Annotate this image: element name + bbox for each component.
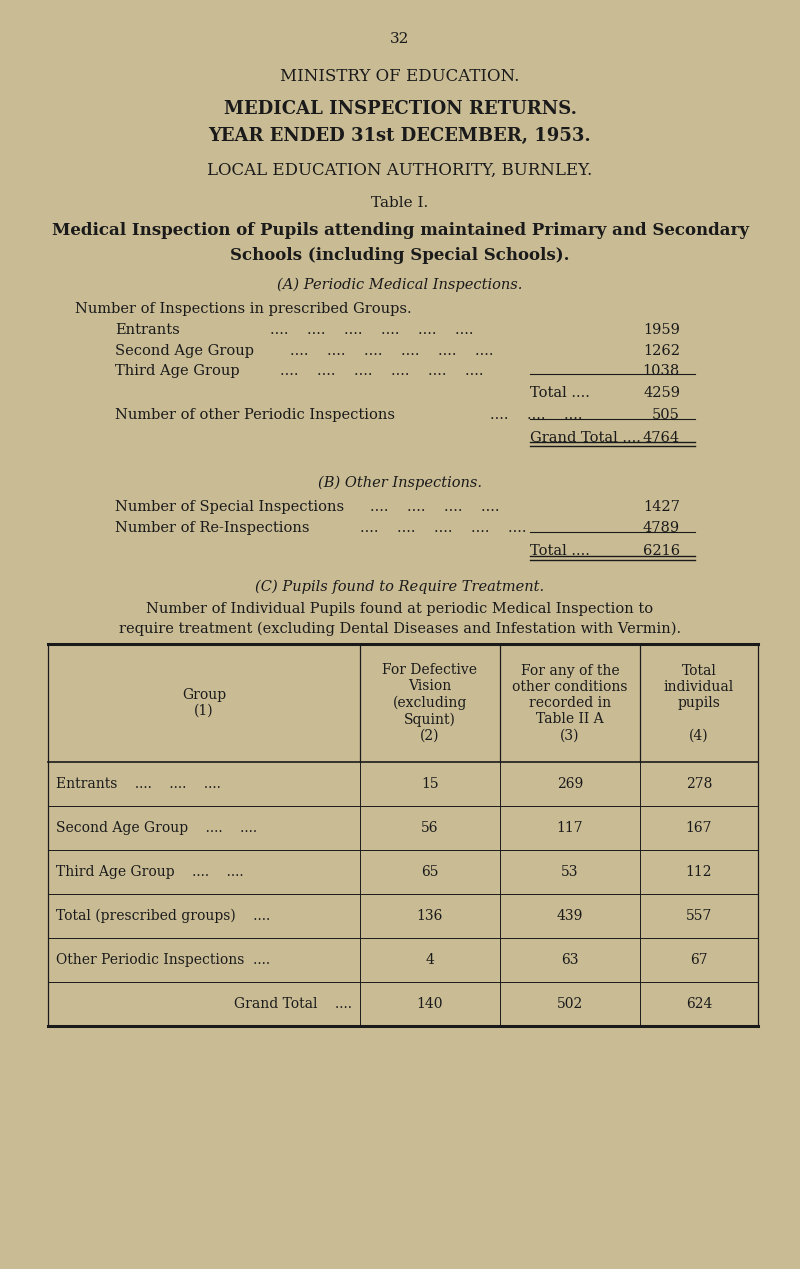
Text: Grand Total ....: Grand Total .... <box>530 431 641 445</box>
Text: 112: 112 <box>686 865 712 879</box>
Text: LOCAL EDUCATION AUTHORITY, BURNLEY.: LOCAL EDUCATION AUTHORITY, BURNLEY. <box>207 162 593 179</box>
Text: Other Periodic Inspections  ....: Other Periodic Inspections .... <box>56 953 270 967</box>
Text: Table I.: Table I. <box>371 195 429 209</box>
Text: 167: 167 <box>686 821 712 835</box>
Text: Number of Re-Inspections: Number of Re-Inspections <box>115 522 310 536</box>
Text: Number of Special Inspections: Number of Special Inspections <box>115 500 344 514</box>
Text: ....    ....    ....    ....: .... .... .... .... <box>370 500 499 514</box>
Text: Second Age Group    ....    ....: Second Age Group .... .... <box>56 821 257 835</box>
Text: For any of the
other conditions
recorded in
Table II A
(3): For any of the other conditions recorded… <box>512 664 628 742</box>
Text: 4: 4 <box>426 953 434 967</box>
Text: ....    ....    ....    ....    ....    ....: .... .... .... .... .... .... <box>290 344 494 358</box>
Text: Number of Individual Pupils found at periodic Medical Inspection to: Number of Individual Pupils found at per… <box>146 602 654 615</box>
Text: 6216: 6216 <box>643 544 680 558</box>
Text: Entrants: Entrants <box>115 324 180 338</box>
Text: 4259: 4259 <box>643 386 680 400</box>
Text: (C) Pupils found to Require Treatment.: (C) Pupils found to Require Treatment. <box>255 580 545 594</box>
Text: 1038: 1038 <box>642 364 680 378</box>
Text: Entrants    ....    ....    ....: Entrants .... .... .... <box>56 777 221 791</box>
Text: 269: 269 <box>557 777 583 791</box>
Text: 557: 557 <box>686 909 712 923</box>
Text: Third Age Group: Third Age Group <box>115 364 240 378</box>
Text: 117: 117 <box>557 821 583 835</box>
Text: require treatment (excluding Dental Diseases and Infestation with Vermin).: require treatment (excluding Dental Dise… <box>119 622 681 636</box>
Text: 32: 32 <box>390 32 410 46</box>
Text: Schools (including Special Schools).: Schools (including Special Schools). <box>230 247 570 264</box>
Text: Number of Inspections in prescribed Groups.: Number of Inspections in prescribed Grou… <box>75 302 412 316</box>
Text: YEAR ENDED 31st DECEMBER, 1953.: YEAR ENDED 31st DECEMBER, 1953. <box>209 127 591 145</box>
Text: 67: 67 <box>690 953 708 967</box>
Text: 136: 136 <box>417 909 443 923</box>
Text: 63: 63 <box>562 953 578 967</box>
Text: Medical Inspection of Pupils attending maintained Primary and Secondary: Medical Inspection of Pupils attending m… <box>51 222 749 239</box>
Text: Total ....: Total .... <box>530 386 590 400</box>
Text: ....    ....    ....    ....    ....: .... .... .... .... .... <box>360 522 526 536</box>
Text: 1262: 1262 <box>643 344 680 358</box>
Text: Second Age Group: Second Age Group <box>115 344 254 358</box>
Text: 1959: 1959 <box>643 324 680 338</box>
Text: For Defective
Vision
(excluding
Squint)
(2): For Defective Vision (excluding Squint) … <box>382 664 478 742</box>
Text: 4764: 4764 <box>643 431 680 445</box>
Text: ....    ....    ....    ....    ....    ....: .... .... .... .... .... .... <box>280 364 483 378</box>
Text: 502: 502 <box>557 997 583 1011</box>
Text: 505: 505 <box>652 409 680 423</box>
Text: 624: 624 <box>686 997 712 1011</box>
Text: (B) Other Inspections.: (B) Other Inspections. <box>318 476 482 490</box>
Text: 56: 56 <box>422 821 438 835</box>
Text: 140: 140 <box>417 997 443 1011</box>
Text: Total (prescribed groups)    ....: Total (prescribed groups) .... <box>56 909 270 923</box>
Text: MINISTRY OF EDUCATION.: MINISTRY OF EDUCATION. <box>280 69 520 85</box>
Text: 439: 439 <box>557 909 583 923</box>
Text: Number of other Periodic Inspections: Number of other Periodic Inspections <box>115 409 395 423</box>
Text: Third Age Group    ....    ....: Third Age Group .... .... <box>56 865 244 879</box>
Text: ....    ....    ....    ....    ....    ....: .... .... .... .... .... .... <box>270 324 474 338</box>
Text: Total
individual
pupils

(4): Total individual pupils (4) <box>664 664 734 742</box>
Text: MEDICAL INSPECTION RETURNS.: MEDICAL INSPECTION RETURNS. <box>223 100 577 118</box>
Text: 15: 15 <box>421 777 439 791</box>
Text: Grand Total    ....: Grand Total .... <box>234 997 352 1011</box>
Text: (A) Periodic Medical Inspections.: (A) Periodic Medical Inspections. <box>278 278 522 292</box>
Text: 278: 278 <box>686 777 712 791</box>
Text: Group
(1): Group (1) <box>182 688 226 718</box>
Text: 1427: 1427 <box>643 500 680 514</box>
Text: 53: 53 <box>562 865 578 879</box>
Text: 4789: 4789 <box>643 522 680 536</box>
Text: Total ....: Total .... <box>530 544 590 558</box>
Text: 65: 65 <box>422 865 438 879</box>
Text: ....    ....    ....: .... .... .... <box>490 409 582 423</box>
